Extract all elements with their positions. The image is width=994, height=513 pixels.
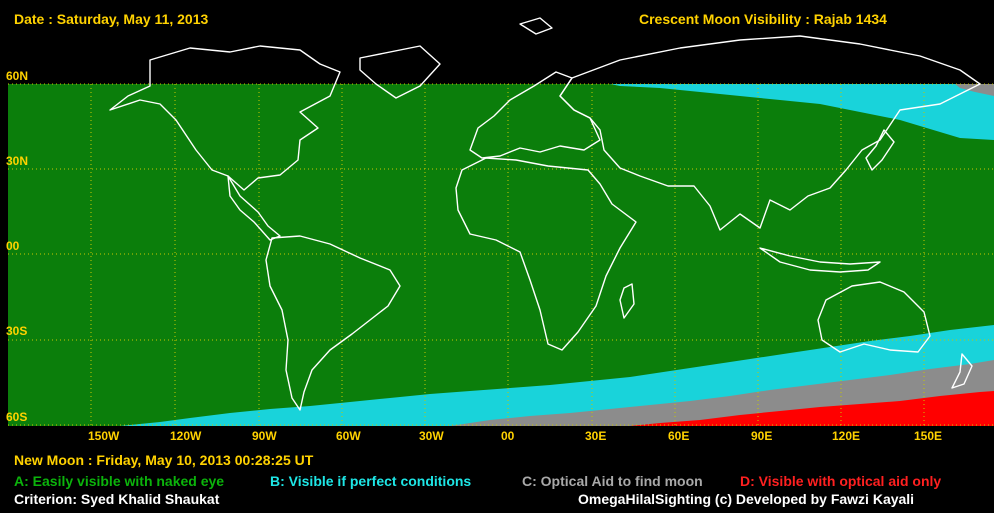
lat-label-60n: 60N: [6, 69, 29, 83]
coast-south-america: [265, 235, 401, 411]
lon-label-90w: 90W: [252, 429, 277, 443]
criterion-label: Criterion: Syed Khalid Shaukat: [14, 491, 220, 507]
coast-svalbard: [519, 17, 553, 35]
lat-label-30n: 30N: [6, 154, 29, 168]
credit-label: OmegaHilalSighting (c) Developed by Fawz…: [578, 491, 915, 507]
lon-label-00: 00: [501, 429, 515, 443]
graticule: [8, 83, 994, 426]
coast-africa: [455, 157, 637, 351]
lon-label-90e: 90E: [751, 429, 773, 443]
coast-indonesia: [759, 247, 881, 273]
lon-label-60w: 60W: [336, 429, 361, 443]
coast-australia: [817, 281, 931, 353]
legend-a: A: Easily visible with naked eye: [14, 473, 225, 489]
coast-madagascar: [619, 283, 635, 319]
lon-label-60e: 60E: [668, 429, 690, 443]
legend-d: D: Visible with optical aid only: [740, 473, 942, 489]
coast-north-america: [109, 45, 341, 191]
legend-b: B: Visible if perfect conditions: [270, 473, 472, 489]
lon-label-120e: 120E: [832, 429, 861, 443]
map-title: Crescent Moon Visibility : Rajab 1434: [639, 11, 887, 27]
new-moon-label: New Moon : Friday, May 10, 2013 00:28:25…: [14, 452, 314, 468]
lat-label-60s: 60S: [6, 410, 28, 424]
lon-label-120w: 120W: [170, 429, 202, 443]
legend-c: C: Optical Aid to find moon: [522, 473, 703, 489]
coast-new-zealand: [951, 353, 973, 389]
lon-label-150e: 150E: [914, 429, 943, 443]
coast-asia: [559, 35, 981, 231]
coast-japan: [865, 129, 895, 171]
coastlines: [109, 17, 981, 411]
lat-label-00: 00: [6, 239, 20, 253]
zone-c-region-north: [955, 84, 994, 96]
zone-d-region: [630, 391, 994, 426]
zone-b-region-north: [610, 84, 994, 140]
lon-label-30e: 30E: [585, 429, 607, 443]
lon-label-150w: 150W: [88, 429, 120, 443]
date-label: Date : Saturday, May 11, 2013: [14, 11, 209, 27]
coast-greenland: [359, 45, 441, 99]
lat-label-30s: 30S: [6, 324, 28, 338]
lon-label-30w: 30W: [419, 429, 444, 443]
